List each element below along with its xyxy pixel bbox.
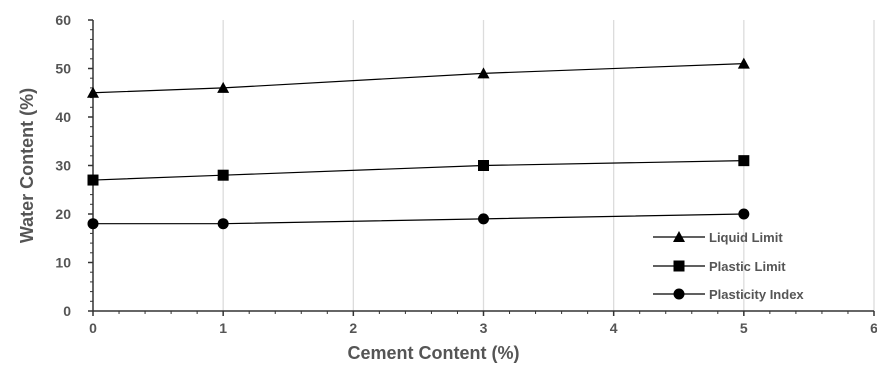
y-tick-label: 30 (55, 158, 71, 174)
axes: 0 10 20 30 40 50 60 0 1 2 3 4 5 6 (55, 12, 877, 336)
x-tick-label: 5 (740, 320, 748, 336)
plastic-limit-point (87, 174, 99, 186)
plasticity-index-point (478, 213, 489, 225)
legend-item-liquid-limit: Liquid Limit (653, 230, 783, 245)
legend-label: Plasticity Index (709, 287, 804, 302)
legend-marker (673, 288, 685, 300)
liquid-limit-point (87, 86, 99, 98)
x-tick-label: 0 (89, 320, 97, 336)
legend: Liquid Limit Plastic Limit Plasticity Inde… (653, 230, 804, 302)
plastic-limit-point (478, 160, 489, 171)
legend-marker (673, 260, 685, 272)
legend-item-plasticity-index: Plasticity Index (653, 287, 804, 302)
y-tick-label: 20 (55, 206, 71, 222)
y-tick-label: 10 (55, 255, 71, 271)
plastic-limit-point (217, 169, 229, 181)
x-axis-title: Cement Content (%) (348, 343, 520, 363)
x-tick-label: 6 (870, 320, 877, 336)
liquid-limit-line (92, 63, 744, 94)
x-tick-label: 1 (219, 320, 227, 336)
y-axis-title: Water Content (%) (17, 88, 37, 243)
series-plastic-limit (87, 155, 750, 186)
plastic-limit-point (738, 155, 750, 167)
legend-label: Liquid Limit (709, 230, 783, 245)
data-series (87, 57, 750, 230)
y-tick-label: 0 (63, 303, 71, 319)
x-tick-label: 2 (349, 320, 357, 336)
y-tick-label: 50 (55, 61, 71, 77)
plasticity-index-point (87, 218, 99, 230)
x-tick-label: 3 (480, 320, 488, 336)
legend-label: Plastic Limit (709, 259, 786, 274)
liquid-limit-point (737, 57, 750, 69)
series-plasticity-index (87, 208, 750, 230)
plastic-limit-line (92, 160, 744, 181)
plasticity-index-point (217, 218, 229, 230)
y-tick-label: 60 (55, 12, 71, 28)
legend-marker (673, 231, 685, 242)
plasticity-index-line (93, 213, 744, 225)
plasticity-index-point (738, 208, 750, 220)
liquid-limit-point (217, 81, 230, 93)
legend-item-plastic-limit: Plastic Limit (653, 259, 786, 274)
liquid-limit-point (477, 67, 490, 79)
x-tick-label: 4 (610, 320, 618, 336)
y-tick-label: 40 (55, 109, 71, 125)
series-liquid-limit (87, 57, 750, 98)
